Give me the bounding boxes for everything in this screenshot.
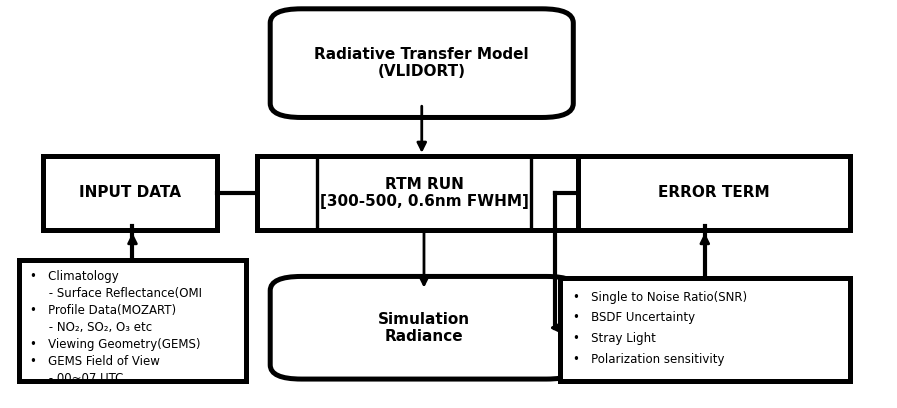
FancyBboxPatch shape (270, 9, 573, 118)
Text: •   GEMS Field of View: • GEMS Field of View (30, 355, 160, 368)
Text: ERROR TERM: ERROR TERM (658, 185, 770, 200)
Text: •   Single to Noise Ratio(SNR): • Single to Noise Ratio(SNR) (573, 290, 747, 304)
Text: •   Profile Data(MOZART): • Profile Data(MOZART) (30, 304, 176, 317)
Text: •   BSDF Uncertainty: • BSDF Uncertainty (573, 311, 695, 324)
Text: - 00~07 UTC: - 00~07 UTC (30, 372, 123, 385)
Bar (578, 156, 849, 230)
FancyBboxPatch shape (270, 277, 578, 379)
Text: Simulation
Radiance: Simulation Radiance (378, 312, 470, 344)
Text: Radiative Transfer Model
(VLIDORT): Radiative Transfer Model (VLIDORT) (315, 47, 529, 79)
Bar (19, 260, 246, 381)
Text: •   Stray Light: • Stray Light (573, 333, 657, 346)
Bar (257, 156, 591, 230)
Text: •   Climatology: • Climatology (30, 271, 118, 284)
Text: RTM RUN
[300-500, 0.6nm FWHM]: RTM RUN [300-500, 0.6nm FWHM] (319, 177, 528, 209)
Bar (560, 278, 849, 381)
Text: - Surface Reflectance(OMI: - Surface Reflectance(OMI (30, 287, 202, 300)
Text: INPUT DATA: INPUT DATA (79, 185, 181, 200)
Text: - NO₂, SO₂, O₃ etc: - NO₂, SO₂, O₃ etc (30, 321, 152, 334)
Text: •   Viewing Geometry(GEMS): • Viewing Geometry(GEMS) (30, 338, 200, 351)
Text: •   Polarization sensitivity: • Polarization sensitivity (573, 353, 725, 366)
Bar (43, 156, 217, 230)
